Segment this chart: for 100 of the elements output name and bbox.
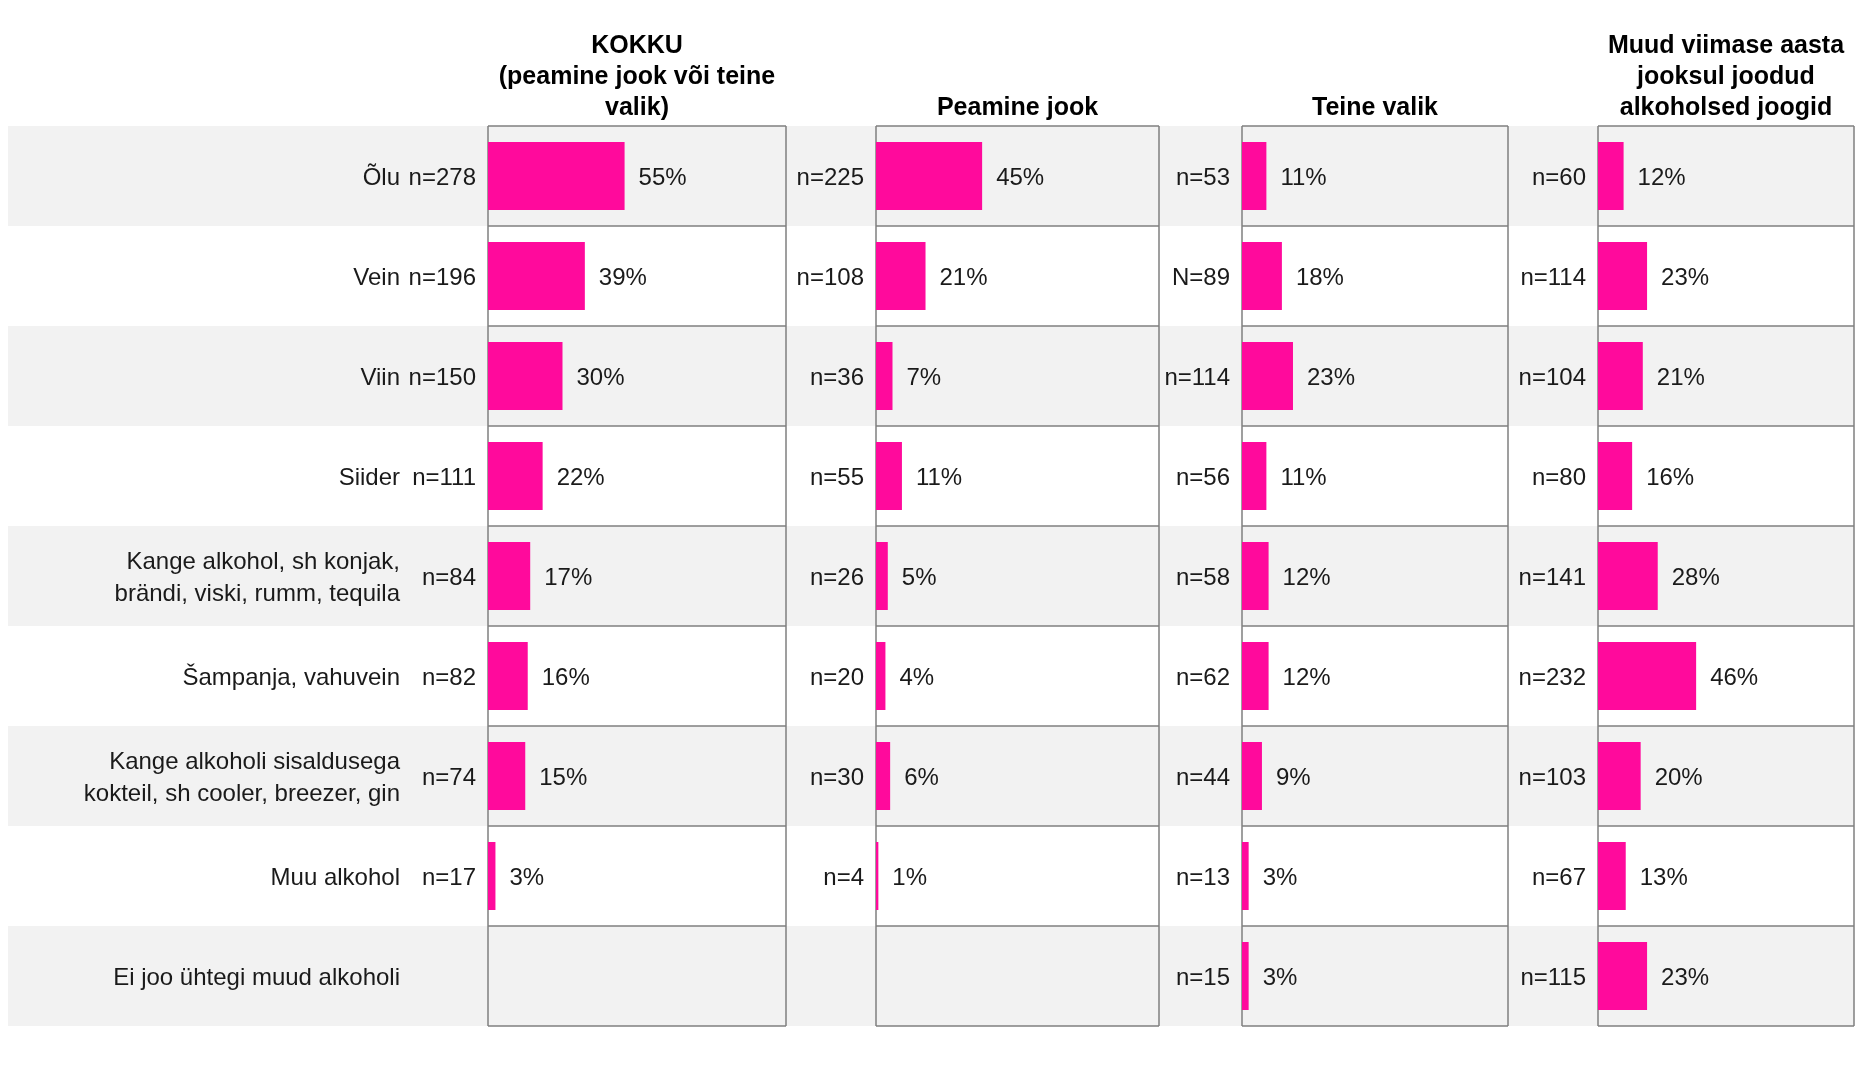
- y-tick-label: Siider: [338, 462, 401, 490]
- data-label: 11%: [915, 462, 963, 490]
- bar: [488, 342, 563, 410]
- data-label: 15%: [539, 762, 588, 790]
- data-label: 20%: [1654, 762, 1703, 790]
- y-tick-label: n=20: [809, 662, 864, 690]
- data-label: 46%: [1710, 662, 1759, 690]
- bar: [1598, 242, 1648, 310]
- y-tick-label: Ei joo ühtegi muud alkoholi: [113, 962, 400, 990]
- text: n=278: [408, 162, 476, 190]
- bar: [488, 242, 585, 310]
- data-label: 21%: [1656, 362, 1705, 390]
- chart-title: Muud viimase aasta jooksul joodud alkoholsed joogid: [1606, 29, 1846, 122]
- chart-subtitle: (peamine jook või teine valik): [497, 60, 777, 122]
- y-tick-label: n=114: [1520, 262, 1586, 290]
- data-label: 13%: [1639, 862, 1688, 890]
- data-label: 23%: [1661, 262, 1710, 290]
- y-tick-label: Õlu: [362, 162, 400, 190]
- text: n=74: [421, 762, 476, 790]
- bar: [876, 742, 891, 810]
- data-label: 16%: [541, 662, 590, 690]
- data-label: 16%: [1646, 462, 1695, 490]
- y-tick-label: n=60: [1531, 162, 1586, 190]
- y-tick-label: n=115: [1520, 962, 1586, 990]
- data-label: 7%: [906, 362, 942, 390]
- y-tick-label: n=104: [1518, 362, 1586, 390]
- y-tick-label: n=232: [1518, 662, 1586, 690]
- bar: [876, 442, 902, 510]
- bar: [1242, 742, 1262, 810]
- data-label: 23%: [1661, 962, 1710, 990]
- bar: [1598, 742, 1641, 810]
- bar: [1242, 142, 1267, 210]
- data-label: 3%: [1262, 962, 1298, 990]
- y-tick-label: n=58: [1175, 562, 1230, 590]
- chart-title: KOKKU: [590, 29, 684, 60]
- y-tick-label: Muu alkohol: [270, 862, 400, 890]
- y-tick-label: n=55: [809, 462, 864, 490]
- y-tick-label: Viin: [360, 362, 400, 390]
- bar: [488, 542, 531, 610]
- y-tick-label: Kange alkohol, sh konjak, brändi, viski, rumm, tequila: [114, 546, 401, 606]
- data-label: 45%: [996, 162, 1045, 190]
- bar: [876, 142, 983, 210]
- y-tick-label: n=53: [1175, 162, 1230, 190]
- y-tick-label: Šampanja, vahuvein: [182, 662, 400, 690]
- data-label: 5%: [901, 562, 937, 590]
- bar: [1242, 642, 1269, 710]
- text: n=150: [408, 362, 476, 390]
- bar: [1598, 942, 1648, 1010]
- y-tick-label: n=225: [796, 162, 864, 190]
- chart-title: Teine valik: [1311, 91, 1439, 122]
- data-label: 39%: [598, 262, 647, 290]
- data-label: 23%: [1306, 362, 1356, 390]
- bar: [1598, 142, 1624, 210]
- y-tick-label: n=15: [1175, 962, 1230, 990]
- data-label: 21%: [939, 262, 988, 290]
- bar: [1598, 542, 1658, 610]
- y-tick-label: n=67: [1531, 862, 1586, 890]
- y-tick-label: n=141: [1518, 562, 1586, 590]
- bar: [488, 642, 528, 710]
- data-label: 18%: [1295, 262, 1344, 290]
- bar: [1242, 842, 1249, 910]
- data-label: 12%: [1282, 662, 1331, 690]
- data-label: 3%: [509, 862, 545, 890]
- bar: [1598, 342, 1643, 410]
- bar: [876, 342, 893, 410]
- y-tick-label: n=80: [1531, 462, 1586, 490]
- data-label: 22%: [556, 462, 605, 490]
- y-tick-label: n=13: [1175, 862, 1230, 890]
- data-label: 55%: [638, 162, 687, 190]
- y-tick-label: n=4: [823, 862, 864, 890]
- y-tick-label: n=26: [809, 562, 864, 590]
- y-tick-label: n=30: [809, 762, 864, 790]
- y-tick-label: N=89: [1171, 262, 1230, 290]
- data-label: 4%: [899, 662, 935, 690]
- bar: [876, 242, 926, 310]
- bar: [1242, 442, 1267, 510]
- bar: [1242, 242, 1282, 310]
- text: n=17: [421, 862, 476, 890]
- data-label: 11%: [1280, 162, 1327, 190]
- y-tick-label: n=103: [1518, 762, 1586, 790]
- data-label: 17%: [544, 562, 593, 590]
- y-tick-label: n=62: [1175, 662, 1230, 690]
- bar: [488, 142, 625, 210]
- y-tick-label: n=56: [1175, 462, 1230, 490]
- bar: [1242, 942, 1249, 1010]
- bar: [1242, 542, 1269, 610]
- text: n=196: [408, 262, 476, 290]
- bar: [876, 642, 886, 710]
- data-label: 28%: [1671, 562, 1720, 590]
- y-tick-label: n=114: [1164, 362, 1230, 390]
- data-label: 30%: [576, 362, 625, 390]
- y-tick-label: Kange alkoholi sisaldusega kokteil, sh cooler, breezer, gin: [83, 746, 401, 806]
- bar: [1598, 442, 1633, 510]
- data-label: 9%: [1275, 762, 1311, 790]
- text: n=82: [421, 662, 476, 690]
- data-label: 1%: [892, 862, 928, 890]
- chart-title: Peamine jook: [935, 91, 1100, 122]
- y-tick-label: n=108: [796, 262, 864, 290]
- data-label: 12%: [1282, 562, 1331, 590]
- y-tick-label: n=44: [1175, 762, 1230, 790]
